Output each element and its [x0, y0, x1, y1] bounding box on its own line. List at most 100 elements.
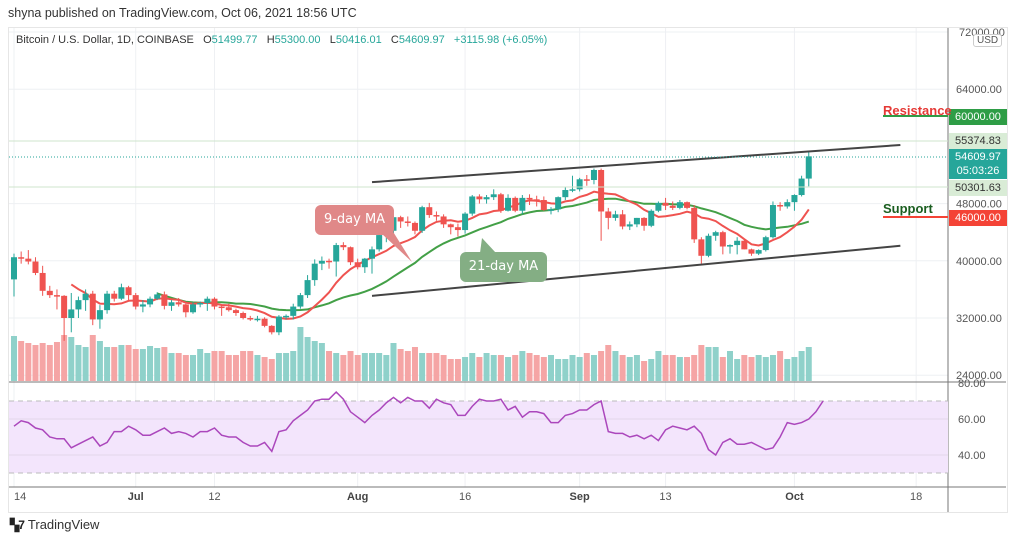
volume-bar: [61, 335, 68, 381]
candle-body: [311, 263, 318, 281]
candle: [161, 291, 168, 310]
candle-body: [755, 250, 762, 254]
candle: [275, 315, 282, 336]
change-value: +3115.98 (+6.05%): [453, 34, 548, 46]
volume-bar: [18, 341, 25, 381]
price-tick-label: 48000.00: [956, 199, 1002, 211]
candle: [218, 304, 225, 316]
candle-body: [426, 207, 433, 216]
candle-body: [777, 205, 784, 207]
candle: [691, 205, 698, 243]
candle-body: [340, 245, 347, 248]
volume-bar: [261, 357, 268, 381]
candle-body: [727, 245, 733, 247]
candle-body: [540, 200, 547, 211]
volume-bar: [68, 337, 75, 381]
candle: [261, 317, 268, 328]
brand-name: TradingView: [27, 517, 100, 532]
volume-bar: [605, 345, 612, 381]
volume-bar: [204, 353, 211, 381]
footer-brand: ▚7 TradingView: [10, 517, 99, 532]
candle-body: [533, 199, 540, 201]
ma21-callout-pointer: [480, 238, 496, 253]
date-tick-label: Sep: [570, 491, 590, 503]
candle-body: [89, 293, 96, 320]
volume-bar: [175, 353, 182, 381]
candle-body: [583, 179, 590, 181]
volume-bar: [232, 355, 239, 381]
open-value: 51499.77: [211, 34, 258, 46]
candle: [633, 217, 640, 228]
candle: [190, 302, 196, 314]
volume-bar: [82, 347, 89, 381]
volume-bar: [741, 355, 748, 381]
low-label: L: [329, 34, 336, 46]
volume-bar: [89, 335, 96, 381]
candle-body: [562, 190, 569, 198]
candle: [805, 151, 812, 187]
candle-body: [297, 295, 304, 307]
rsi-tick-label: 40.00: [958, 450, 986, 462]
volume-bar: [555, 359, 562, 381]
candle: [619, 210, 626, 230]
last-price: 54609.97: [955, 151, 1001, 163]
volume-bar: [161, 347, 168, 381]
candle: [204, 296, 211, 311]
volume-bar: [633, 355, 640, 381]
candle-body: [440, 216, 447, 225]
candle: [211, 297, 218, 310]
candle: [526, 194, 533, 206]
candle-body: [68, 309, 75, 318]
volume-bar: [648, 359, 655, 381]
volume-bar: [218, 351, 225, 381]
bar-countdown: 05:03:26: [956, 165, 1000, 177]
support-label: Support: [883, 201, 933, 216]
candle-body: [741, 240, 748, 250]
candle: [154, 292, 161, 301]
candle-body: [268, 325, 275, 333]
candle-body: [676, 202, 683, 208]
candle-body: [655, 202, 662, 211]
candle: [648, 209, 655, 228]
volume-bar: [318, 343, 325, 381]
volume-bar: [369, 353, 375, 381]
candle-body: [762, 237, 769, 251]
volume-bar: [397, 349, 404, 381]
candle-body: [326, 260, 333, 263]
candle-body: [619, 214, 626, 227]
volume-bar: [626, 357, 633, 381]
candle-body: [147, 298, 154, 305]
candle: [548, 207, 554, 215]
volume-bar: [755, 355, 762, 381]
candle: [240, 311, 247, 320]
candle: [411, 221, 418, 235]
candle-body: [354, 262, 361, 268]
candle-body: [290, 306, 297, 316]
date-tick-label: Oct: [785, 491, 804, 503]
volume-bar: [376, 353, 383, 381]
candle: [197, 301, 204, 308]
candle: [440, 214, 447, 228]
symbol-name: Bitcoin / U.S. Dollar, 1D, COINBASE: [16, 34, 194, 46]
currency-badge[interactable]: USD: [973, 34, 1003, 47]
candle: [676, 200, 683, 210]
volume-bar: [669, 355, 676, 381]
candle-body: [261, 318, 268, 326]
volume-bar: [447, 359, 454, 381]
candle-body: [662, 202, 669, 206]
volume-bar: [476, 357, 483, 381]
candle-body: [182, 304, 189, 313]
date-tick-label: 13: [659, 491, 671, 503]
candle-body: [175, 302, 182, 305]
candle-body: [139, 304, 146, 307]
volume-bar: [304, 337, 311, 381]
volume-bar: [354, 355, 361, 381]
candle-body: [333, 245, 340, 262]
candle: [641, 217, 648, 231]
volume-bar: [562, 359, 569, 381]
candle: [741, 239, 748, 250]
candle-body: [361, 258, 368, 268]
candle-body: [46, 290, 53, 296]
candle-body: [641, 217, 648, 226]
